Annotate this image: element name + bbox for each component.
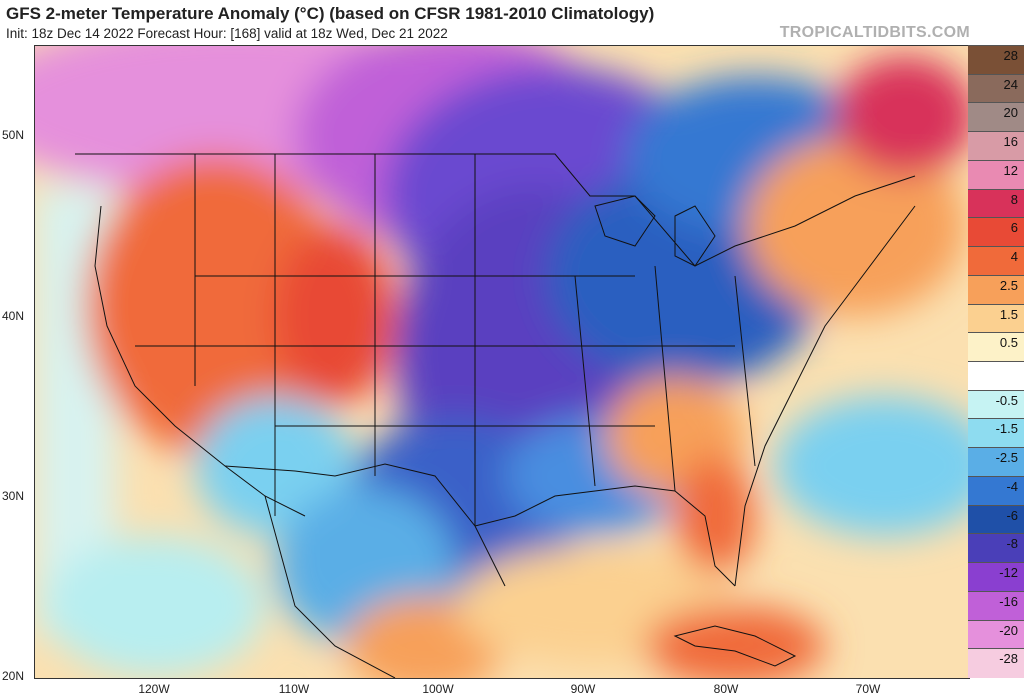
- lat-label-40n: 40N: [2, 309, 25, 323]
- anomaly-map: [34, 45, 970, 679]
- lon-label-120w: 120W: [138, 682, 170, 696]
- lat-label-20n: 20N: [2, 669, 25, 683]
- lon-label-100w: 100W: [422, 682, 454, 696]
- map-title: GFS 2-meter Temperature Anomaly (°C) (ba…: [6, 4, 655, 23]
- colorbar-level-label: 0.5: [999, 335, 1018, 351]
- colorbar-level: -20: [968, 619, 1024, 650]
- colorbar-level: 1.5: [968, 303, 1024, 334]
- colorbar-level: 28: [968, 45, 1024, 75]
- colorbar-level: 16: [968, 131, 1024, 161]
- colorbar-level-label: 24: [1003, 76, 1018, 92]
- colorbar-level: 4: [968, 246, 1024, 276]
- colorbar-level-label: 8: [1010, 191, 1018, 207]
- anomaly-map-canvas: [35, 46, 969, 678]
- colorbar-level-label: 2.5: [999, 277, 1018, 293]
- colorbar-level: 0.5: [968, 332, 1024, 362]
- colorbar-level: -2.5: [968, 447, 1024, 477]
- colorbar-level-label: 16: [1003, 134, 1018, 150]
- colorbar-level-label: 4: [1010, 249, 1018, 265]
- colorbar-level-label: -16: [999, 593, 1018, 609]
- colorbar-level-label: 28: [1003, 48, 1018, 63]
- forecast-info: Init: 18z Dec 14 2022 Forecast Hour: [16…: [6, 26, 448, 41]
- colorbar-level: -4: [968, 475, 1024, 506]
- colorbar-level-label: -1.5: [995, 421, 1018, 437]
- colorbar-level-label: -8: [1006, 536, 1018, 552]
- colorbar-level-label: -0.5: [995, 392, 1018, 408]
- colorbar-level-label: -6: [1006, 507, 1018, 523]
- colorbar-level: [968, 361, 1024, 391]
- colorbar-level-label: 20: [1003, 105, 1018, 121]
- colorbar-level-label: 1.5: [999, 306, 1018, 322]
- colorbar-level: -0.5: [968, 389, 1024, 420]
- colorbar-level-label: -12: [999, 565, 1018, 581]
- colorbar-level: -8: [968, 533, 1024, 564]
- colorbar-level: 2.5: [968, 274, 1024, 305]
- colorbar-level: -16: [968, 590, 1024, 621]
- colorbar-level-label: -2.5: [995, 450, 1018, 466]
- lon-label-80w: 80W: [713, 682, 739, 696]
- colorbar-legend: 28 24 20 16 12 8 6 4 2.5 1.5 0.5 -0.5 -1.5 -2.5 -4 -6 -8…: [968, 45, 1024, 678]
- lon-label-70w: 70W: [855, 682, 881, 696]
- colorbar-level: 6: [968, 217, 1024, 248]
- colorbar-level: -12: [968, 562, 1024, 592]
- colorbar-level: -6: [968, 504, 1024, 535]
- colorbar-level: -1.5: [968, 418, 1024, 449]
- colorbar-level-label: -28: [999, 651, 1018, 667]
- lon-label-90w: 90W: [570, 682, 596, 696]
- brand-watermark: TROPICALTIDBITS.COM: [779, 24, 970, 41]
- lat-label-50n: 50N: [2, 128, 25, 142]
- colorbar-level: 20: [968, 102, 1024, 133]
- colorbar-level: -28: [968, 648, 1024, 678]
- colorbar-level: 8: [968, 188, 1024, 219]
- colorbar-level-label: 6: [1010, 220, 1018, 236]
- lat-label-30n: 30N: [2, 489, 25, 503]
- colorbar-level-label: -4: [1006, 478, 1018, 494]
- lon-label-110w: 110W: [278, 682, 310, 696]
- colorbar-level-label: 12: [1003, 162, 1018, 178]
- colorbar-level: 12: [968, 159, 1024, 190]
- colorbar-level-label: -20: [999, 622, 1018, 638]
- colorbar-level: 24: [968, 73, 1024, 104]
